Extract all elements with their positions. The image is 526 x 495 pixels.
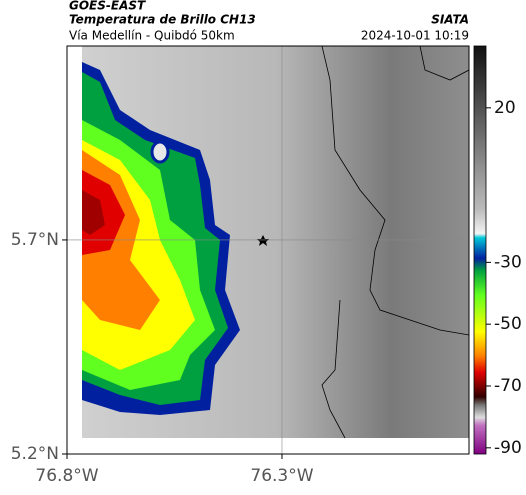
- title: GOES-EAST: [69, 0, 146, 13]
- colorbar: [473, 45, 487, 455]
- colorbar-tick-label: -30: [494, 252, 522, 272]
- map-frame: [66, 45, 470, 455]
- colorbar-tick-label: -90: [494, 438, 522, 458]
- y-tick-label: 5.2°N: [11, 444, 59, 464]
- colorbar-tick-label: 20: [494, 98, 516, 118]
- y-tick-label: 5.7°N: [11, 230, 59, 250]
- timestamp: 2024-10-01 10:19: [361, 29, 469, 43]
- subtitle: Temperatura de Brillo CH13: [69, 13, 256, 27]
- x-tick-label: 76.3°W: [250, 466, 313, 486]
- satellite-image: [82, 46, 469, 439]
- x-tick-label: 76.8°W: [35, 466, 98, 486]
- route: Vía Medellín - Quibdó 50km: [69, 29, 235, 43]
- source: SIATA: [431, 13, 469, 27]
- colorbar-tick-label: -50: [494, 314, 522, 334]
- colorbar-tick-label: -70: [494, 376, 522, 396]
